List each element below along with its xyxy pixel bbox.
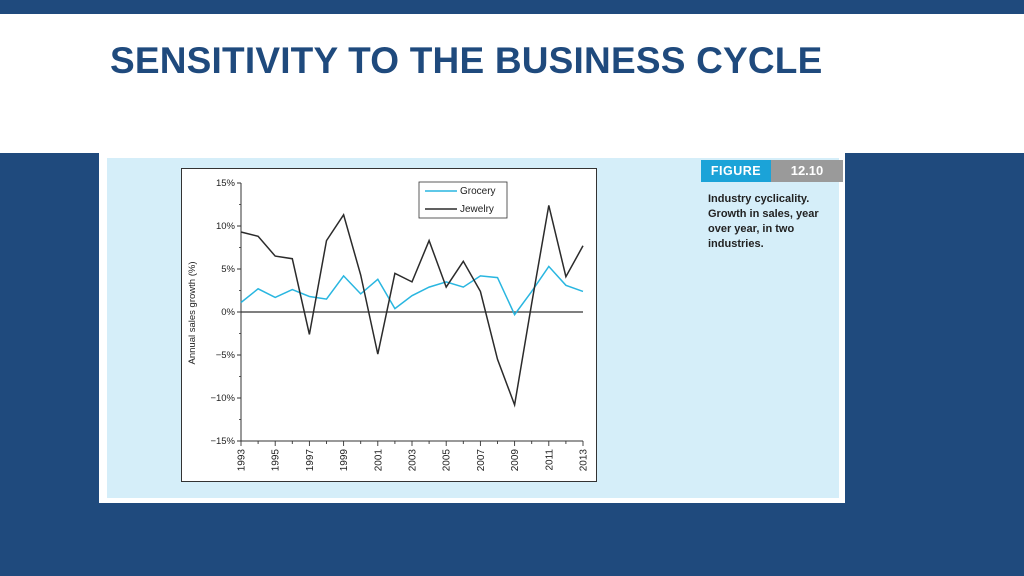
top-band <box>0 0 1024 14</box>
x-tick-label: 2003 <box>408 449 419 472</box>
x-tick-label: 2007 <box>476 449 487 472</box>
x-tick-label: 1993 <box>237 449 248 472</box>
y-axis-label: Annual sales growth (%) <box>187 262 198 365</box>
x-tick-label: 2009 <box>510 449 521 472</box>
y-tick-label: −10% <box>210 393 235 404</box>
x-tick-label: 1997 <box>305 449 316 472</box>
title-band <box>0 14 1024 153</box>
x-tick-label: 2005 <box>442 449 453 472</box>
x-tick-label: 2013 <box>579 449 590 472</box>
x-tick-label: 1999 <box>339 449 350 472</box>
y-tick-label: 15% <box>216 178 236 189</box>
legend-label-grocery: Grocery <box>460 186 496 197</box>
x-tick-label: 1995 <box>271 449 282 472</box>
figure-caption: Industry cyclicality. Growth in sales, y… <box>708 193 819 250</box>
legend: Grocery Jewelry <box>418 181 508 219</box>
figure-label-number: 12.10 <box>771 160 843 182</box>
y-tick-label: 10% <box>216 221 236 232</box>
y-tick-label: −15% <box>210 436 235 447</box>
x-tick-label: 2011 <box>544 449 555 471</box>
legend-label-jewelry: Jewelry <box>460 204 494 215</box>
grocery-series-line <box>240 265 584 317</box>
jewelry-series-line <box>240 205 584 408</box>
figure-label-word: FIGURE <box>701 160 771 182</box>
legend-box <box>418 181 508 219</box>
figure-tag: FIGURE 12.10 <box>701 160 843 182</box>
slide-title: SENSITIVITY TO THE BUSINESS CYCLE <box>110 40 823 81</box>
x-tick-label: 2001 <box>373 449 384 472</box>
y-tick-label: 0% <box>221 307 235 318</box>
y-tick-label: −5% <box>216 350 236 361</box>
y-tick-label: 5% <box>221 264 235 275</box>
